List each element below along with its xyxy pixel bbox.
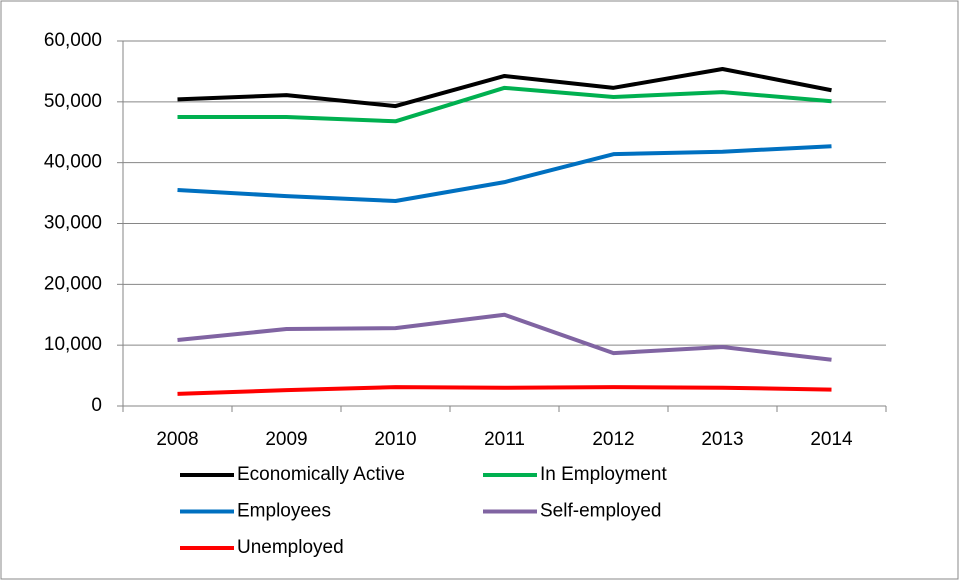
legend-label: Employees: [237, 501, 331, 522]
x-tick-label: 2013: [701, 429, 743, 450]
legend-label: Unemployed: [237, 537, 344, 558]
x-tick-label: 2008: [156, 429, 198, 450]
y-tick-label: 0: [91, 395, 102, 416]
series-line: [177, 144, 832, 203]
legend-label: In Employment: [540, 464, 667, 485]
y-tick-label: 50,000: [44, 91, 102, 112]
x-tick-label: 2014: [810, 429, 853, 450]
y-tick-label: 60,000: [44, 30, 102, 51]
x-tick-label: 2011: [484, 429, 525, 450]
legend-label: Self-employed: [540, 501, 661, 522]
x-tick-label: 2012: [592, 429, 634, 450]
series-line: [177, 85, 832, 124]
y-tick-label: 40,000: [44, 152, 102, 173]
series-line: [177, 385, 832, 396]
y-tick-label: 20,000: [44, 273, 102, 294]
x-tick-label: 2009: [265, 429, 307, 450]
y-tick-label: 30,000: [44, 213, 102, 234]
series-line: [177, 66, 832, 109]
x-tick-label: 2010: [374, 429, 416, 450]
series-line: [177, 312, 832, 362]
legend-label: Economically Active: [237, 464, 405, 485]
y-tick-label: 10,000: [44, 334, 102, 355]
